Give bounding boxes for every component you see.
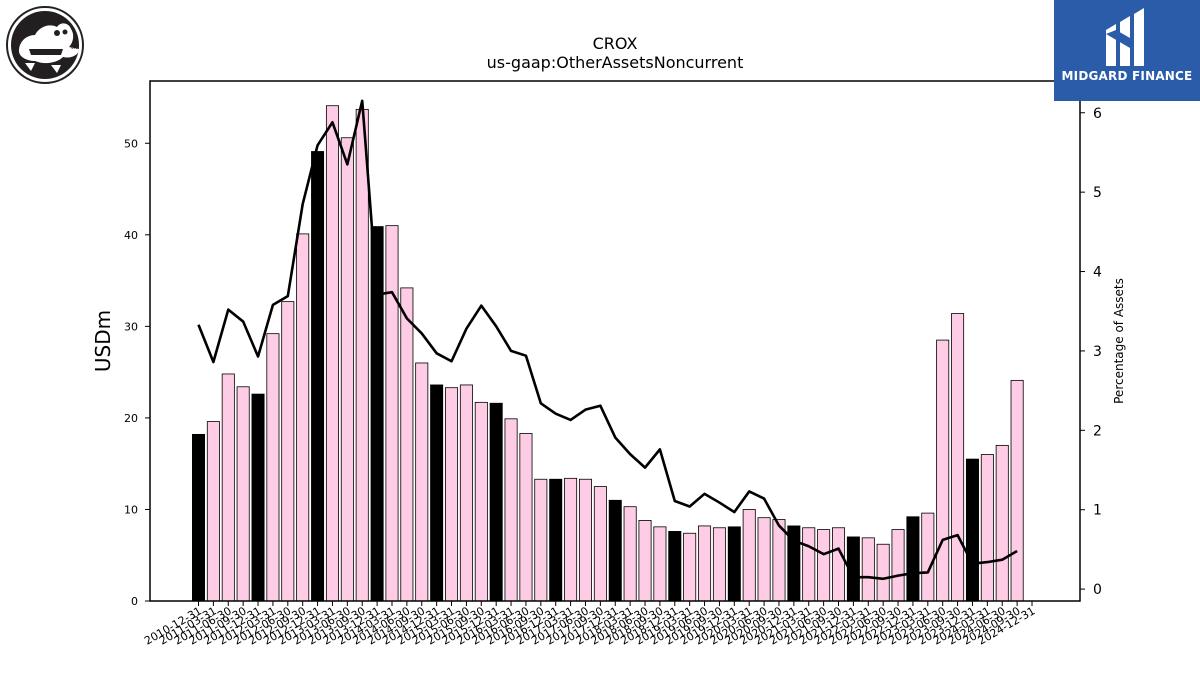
y-tick-label-40: 40 [124, 229, 138, 242]
y2-axis-label: Percentage of Assets [1112, 278, 1126, 404]
bar-2016-03-31 [504, 418, 518, 602]
bar-2012-09-30 [296, 233, 310, 602]
bar-2015-03-31 [445, 387, 459, 602]
bar-2012-12-31 [311, 151, 325, 602]
x-axis: 2010-12-312011-03-312011-06-302011-09-30… [142, 601, 1038, 648]
bar-2018-09-30 [653, 526, 667, 602]
y2-tick-label-3: 3 [1093, 344, 1102, 360]
bar-2023-12-31 [965, 458, 979, 602]
y2-tick-label-2: 2 [1093, 423, 1102, 439]
bar-2021-03-31 [802, 527, 816, 602]
bar-2023-09-30 [951, 313, 965, 602]
bar-2011-09-30 [236, 386, 250, 602]
bar-2016-06-30 [519, 433, 533, 602]
bar-group [191, 105, 1024, 602]
midgard-finance-logo: MIDGARD FINANCE [1054, 0, 1200, 101]
bar-2020-06-30 [757, 517, 771, 602]
bar-2018-06-30 [638, 520, 652, 602]
bar-2020-03-31 [742, 509, 756, 602]
bar-2017-03-31 [564, 477, 578, 602]
bar-2011-12-31 [251, 393, 265, 602]
y-tick-label-10: 10 [124, 503, 138, 516]
bar-2019-12-31 [727, 526, 741, 602]
bar-2012-06-30 [281, 301, 295, 602]
bar-2023-03-31 [921, 512, 935, 602]
y-axis-label: USDm [91, 310, 115, 372]
bar-2022-03-31 [861, 537, 875, 602]
y2-tick-label-4: 4 [1093, 265, 1102, 281]
bar-2024-09-30 [1010, 379, 1024, 602]
bar-2015-06-30 [459, 384, 473, 602]
bar-2017-06-30 [578, 478, 592, 602]
y-tick-label-0: 0 [131, 595, 138, 608]
bar-2015-12-31 [489, 402, 503, 602]
bar-2014-09-30 [415, 362, 429, 602]
chart-subtitle: us-gaap:OtherAssetsNoncurrent [487, 53, 744, 72]
bar-2022-06-30 [876, 543, 890, 602]
y2-tick-label-5: 5 [1093, 185, 1102, 201]
bar-2011-03-31 [206, 421, 220, 602]
bar-2015-09-30 [474, 401, 488, 602]
y-axis-right: 0 1 2 3 4 5 6 [1080, 106, 1102, 598]
bar-2014-12-31 [430, 384, 444, 602]
bar-2024-03-31 [980, 454, 994, 602]
y2-tick-label-0: 0 [1093, 582, 1102, 598]
y-tick-label-50: 50 [124, 137, 138, 150]
crocodile-logo: tm [5, 5, 85, 85]
bar-2021-09-30 [832, 527, 846, 602]
line-group [197, 99, 1018, 581]
bar-2022-12-31 [906, 516, 920, 602]
y-tick-label-20: 20 [124, 412, 138, 425]
y2-tick-label-6: 6 [1093, 106, 1102, 122]
bar-2016-12-31 [549, 478, 563, 602]
bar-2014-06-30 [400, 287, 414, 602]
bar-2013-06-30 [340, 137, 354, 602]
chart-title: CROX [593, 34, 638, 53]
y-axis-left: 0 10 20 30 40 50 [124, 137, 150, 608]
bar-2013-09-30 [355, 108, 369, 602]
bar-2019-03-31 [683, 532, 697, 602]
midgard-m-icon [1106, 8, 1144, 66]
bar-2023-06-30 [936, 339, 950, 602]
bar-2024-06-30 [995, 444, 1009, 602]
bar-2019-09-30 [712, 527, 726, 602]
bar-2010-12-31 [191, 433, 205, 602]
bar-2017-09-30 [593, 486, 607, 602]
bar-2011-06-30 [221, 373, 235, 602]
bar-2018-12-31 [668, 531, 682, 602]
bar-2014-03-31 [385, 225, 399, 602]
y-tick-label-30: 30 [124, 320, 138, 333]
svg-text:tm: tm [71, 44, 79, 51]
crocodile-icon: tm [6, 6, 84, 84]
y2-tick-label-1: 1 [1093, 503, 1102, 519]
bar-2018-03-31 [623, 506, 637, 602]
bar-2013-03-31 [325, 105, 339, 602]
bar-2017-12-31 [608, 499, 622, 602]
brand-name: MIDGARD FINANCE [1061, 69, 1193, 83]
bar-2016-09-30 [534, 478, 548, 602]
bar-2019-06-30 [698, 525, 712, 602]
bar-2022-09-30 [891, 529, 905, 602]
bar-2021-06-30 [817, 529, 831, 602]
percentage-line [197, 99, 1018, 581]
bar-2012-03-31 [266, 333, 280, 602]
